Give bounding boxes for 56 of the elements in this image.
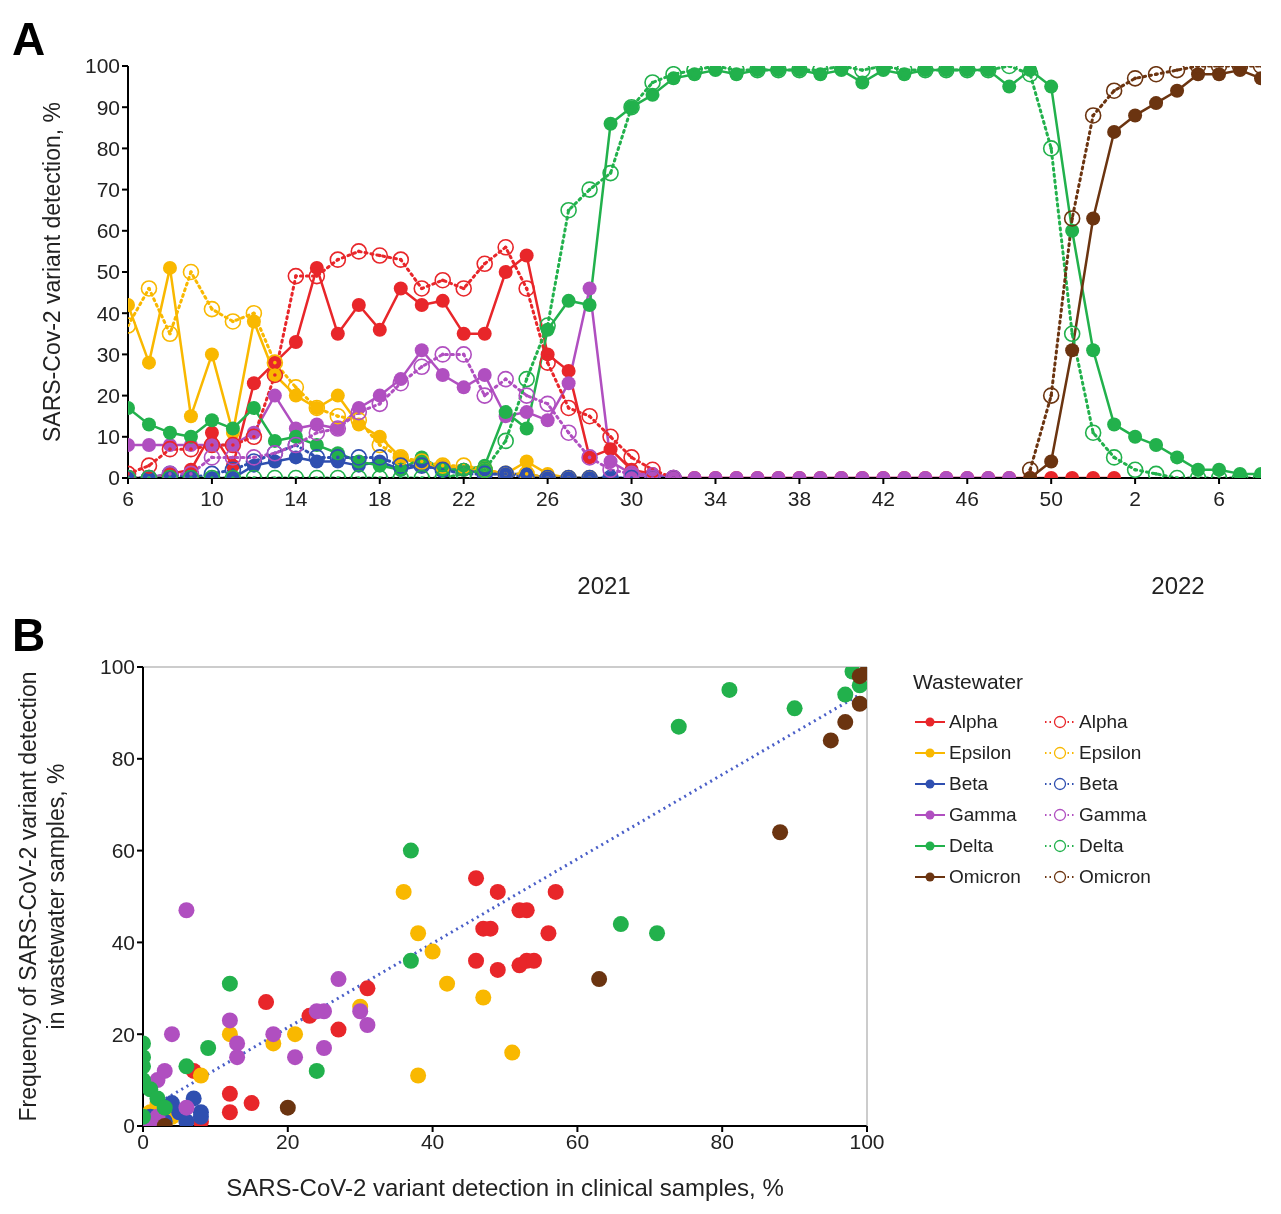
x-axis-title: SARS-CoV-2 variant detection in clinical samples, %: [226, 1174, 784, 1201]
y-axis-title: SARS-Cov-2 variant detection, %: [39, 101, 65, 443]
y-tick-label: 90: [96, 95, 120, 119]
y-tick-label: 60: [111, 839, 135, 863]
y-tick-label: 80: [96, 136, 120, 160]
y-tick-label: 0: [108, 466, 120, 490]
x-tick-label: 26: [535, 487, 560, 510]
x-tick-label: 50: [1039, 487, 1063, 510]
x-tick-label: 2: [1129, 487, 1141, 510]
x-tick-label: 100: [849, 1129, 885, 1153]
legend-label: Omicron: [1078, 864, 1151, 889]
y-tick-label: 50: [96, 260, 120, 284]
x-tick-label: 42: [871, 487, 896, 510]
legend-label: Alpha: [1078, 709, 1129, 734]
y-tick-label: 60: [96, 219, 120, 243]
legend-title: Wastewater: [913, 670, 1024, 695]
x-tick-label: 22: [452, 487, 476, 510]
x-tick-label: 30: [619, 487, 644, 510]
legend-label: Epsilon: [1078, 740, 1143, 765]
legend-label: Beta: [948, 771, 990, 796]
y-tick-label: 30: [96, 342, 120, 366]
legend-label: Gamma: [1078, 802, 1148, 827]
x-tick-label: 46: [955, 487, 979, 510]
x-tick-label: 38: [787, 487, 812, 510]
x-tick-label: 80: [710, 1129, 734, 1153]
y-tick-label: 70: [96, 178, 120, 202]
y-tick-label: 100: [84, 54, 120, 78]
y-tick-label: 20: [96, 384, 120, 408]
x-tick-label: 6: [122, 487, 134, 510]
x-tick-label: 18: [368, 487, 392, 510]
chart-title: A: [12, 12, 46, 66]
chart-title: B: [12, 608, 46, 662]
y-axis-title: Frequency of SARS-CoV-2 variant detection in wastewater samples, %: [15, 671, 69, 1122]
y-tick-label: 20: [111, 1022, 135, 1046]
x-tick-label: 6: [1213, 487, 1225, 510]
legend-label: Delta: [948, 833, 995, 858]
y-tick-label: 40: [111, 930, 135, 954]
x-tick-label: 20: [276, 1129, 300, 1153]
y-tick-label: 10: [96, 425, 120, 449]
legend-label: Omicron: [948, 864, 1022, 889]
x-tick-label: 10: [200, 487, 224, 510]
legend-label: Delta: [1078, 833, 1125, 858]
y-tick-label: 100: [99, 655, 135, 679]
text: 2022: [1150, 572, 1206, 600]
y-tick-label: 40: [96, 301, 120, 325]
x-tick-label: 14: [284, 487, 308, 510]
x-tick-label: 34: [703, 487, 728, 510]
legend-label: Epsilon: [948, 740, 1013, 765]
y-tick-label: 80: [111, 747, 135, 771]
x-tick-label: 60: [565, 1129, 590, 1153]
text: 2021: [576, 572, 632, 600]
legend-label: Beta: [1078, 771, 1120, 796]
x-tick-label: 40: [420, 1129, 445, 1153]
legend-label: Gamma: [948, 802, 1018, 827]
y-tick-label: 0: [123, 1114, 135, 1138]
legend-label: Alpha: [948, 709, 999, 734]
